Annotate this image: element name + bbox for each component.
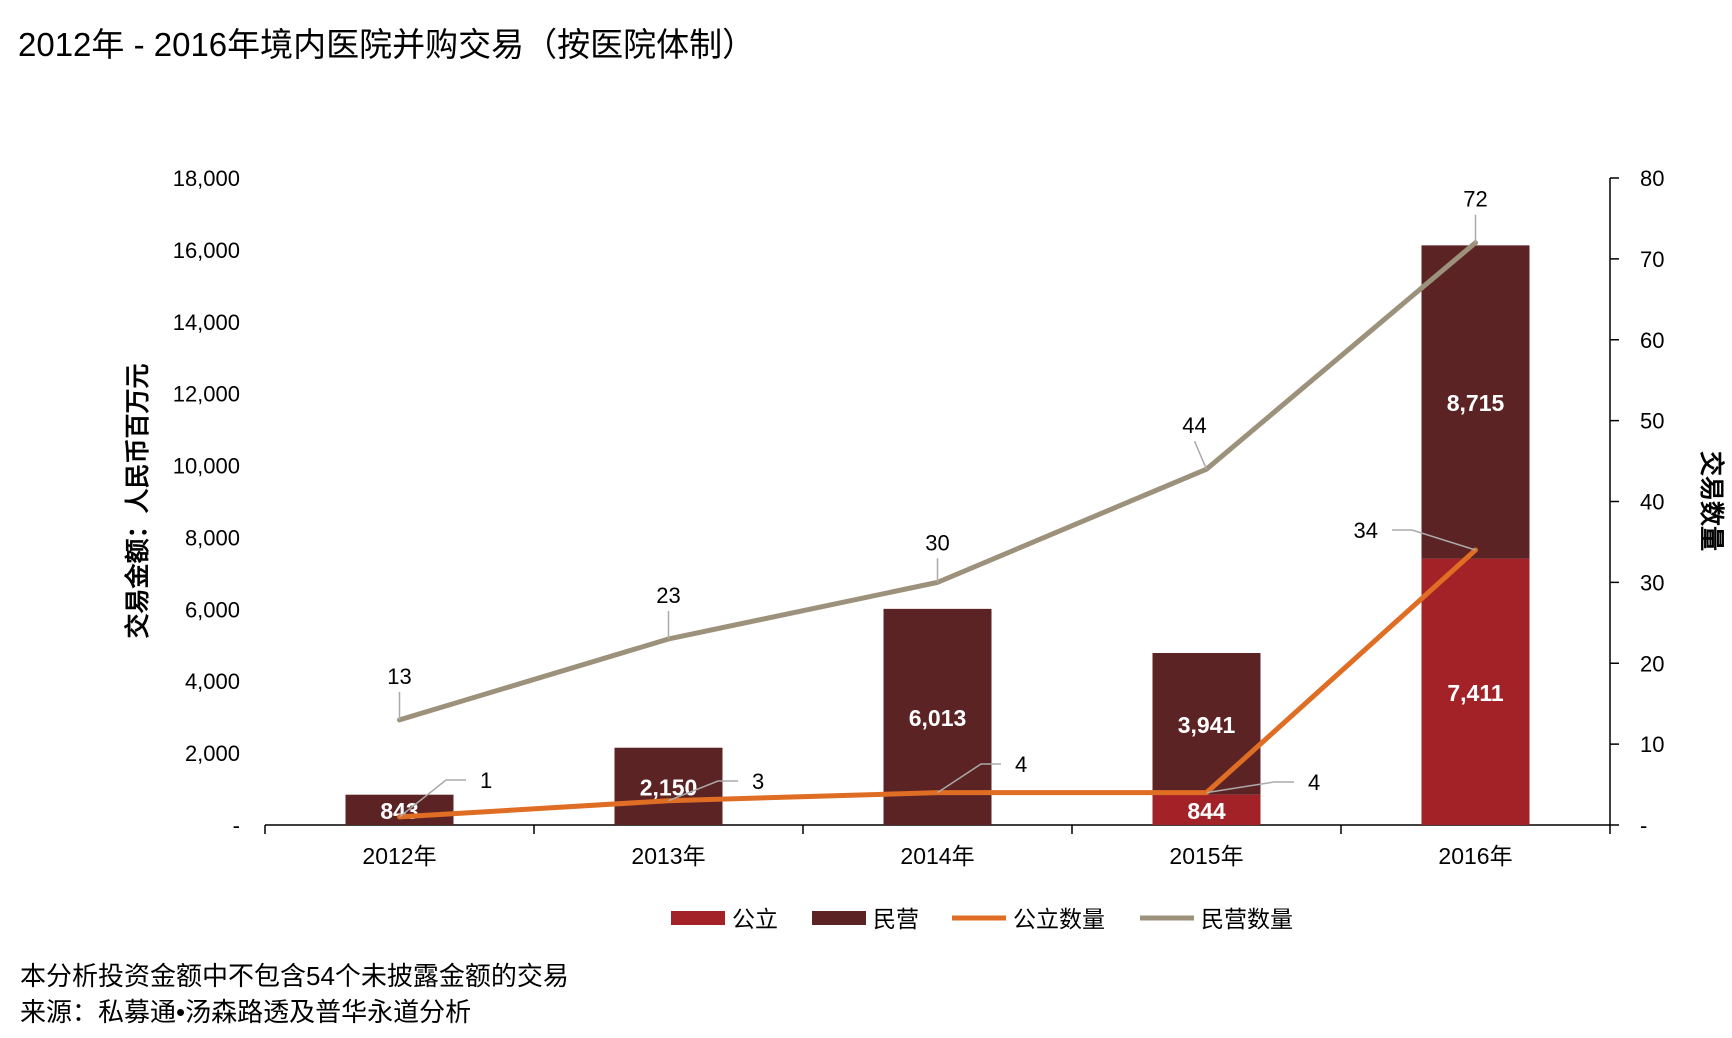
line-public-value-label: 4 <box>1015 752 1027 777</box>
right-y-tick-label: 80 <box>1640 166 1664 191</box>
line-public-value-label: 34 <box>1354 518 1378 543</box>
bar-private <box>883 608 992 825</box>
line-public-value-label: 1 <box>480 768 492 793</box>
left-y-tick-label: 14,000 <box>173 310 240 335</box>
right-y-tick-label: 10 <box>1640 732 1664 757</box>
right-y-tick-label: 60 <box>1640 328 1664 353</box>
bar-private <box>1152 653 1261 795</box>
left-y-tick-label: 18,000 <box>173 166 240 191</box>
bar-public-value-label: 7,411 <box>1447 680 1503 706</box>
left-y-tick-label: 16,000 <box>173 238 240 263</box>
left-y-tick-label: 6,000 <box>185 597 240 622</box>
line-private-value-label: 72 <box>1463 187 1487 212</box>
bar-private <box>345 794 454 825</box>
data-label-leader <box>1392 529 1476 551</box>
line-private-value-label: 13 <box>387 664 411 689</box>
bar-public <box>1152 794 1261 825</box>
legend-swatch-public <box>671 911 725 925</box>
line-private-value-label: 23 <box>656 583 680 608</box>
line-public-value-label: 4 <box>1308 770 1320 795</box>
bar-private-value-label: 8,715 <box>1447 390 1505 416</box>
data-label-leader <box>1193 440 1208 470</box>
chart-title: 2012年 - 2016年境内医院并购交易（按医院体制） <box>18 26 756 63</box>
x-tick-label: 2013年 <box>631 843 705 869</box>
x-tick-label: 2016年 <box>1438 843 1512 869</box>
x-tick-label: 2015年 <box>1169 843 1243 869</box>
left-y-tick-label: 2,000 <box>185 741 240 766</box>
right-y-tick-label: 40 <box>1640 490 1664 515</box>
line-private-value-label: 44 <box>1182 413 1206 438</box>
bar-private-value-label: 6,013 <box>909 705 967 731</box>
bar-public-value-label: 844 <box>1187 798 1226 824</box>
left-y-tick-label: 12,000 <box>173 382 240 407</box>
left-y-tick-label: - <box>233 813 240 838</box>
right-y-tick-label: - <box>1640 813 1647 838</box>
legend-label: 民营数量 <box>1201 906 1293 932</box>
footnote-note: 本分析投资金额中不包含54个未披露金额的交易 <box>20 961 569 991</box>
x-tick-label: 2014年 <box>900 843 974 869</box>
left-y-tick-label: 10,000 <box>173 454 240 479</box>
right-y-tick-label: 20 <box>1640 651 1664 676</box>
right-y-tick-label: 30 <box>1640 570 1664 595</box>
right-y-tick-label: 50 <box>1640 409 1664 434</box>
bar-private-value-label: 3,941 <box>1178 712 1236 738</box>
left-y-tick-label: 8,000 <box>185 525 240 550</box>
bar-private-value-label: 843 <box>380 798 418 824</box>
bar-public <box>1421 558 1530 825</box>
data-label-leader <box>937 763 1001 794</box>
line-public-value-label: 3 <box>752 769 764 794</box>
data-label-leader <box>399 779 466 818</box>
line-private-value-label: 30 <box>925 530 949 555</box>
legend-swatch-private <box>812 911 866 925</box>
left-y-tick-label: 4,000 <box>185 669 240 694</box>
bar-private <box>1421 245 1530 559</box>
x-tick-label: 2012年 <box>362 843 436 869</box>
legend-label: 民营 <box>873 906 919 932</box>
data-label-leader <box>668 780 738 802</box>
legend-label: 公立数量 <box>1013 906 1105 932</box>
footnote-source: 来源：私募通•汤森路透及普华永道分析 <box>20 997 472 1027</box>
data-label-leader <box>1206 781 1294 794</box>
left-y-axis-title: 交易金额：人民币百万元 <box>123 363 152 638</box>
right-y-axis-title: 交易数量 <box>1697 451 1726 551</box>
legend-label: 公立 <box>732 906 778 932</box>
bar-private-value-label: 2,150 <box>640 774 698 800</box>
right-y-tick-label: 70 <box>1640 247 1664 272</box>
